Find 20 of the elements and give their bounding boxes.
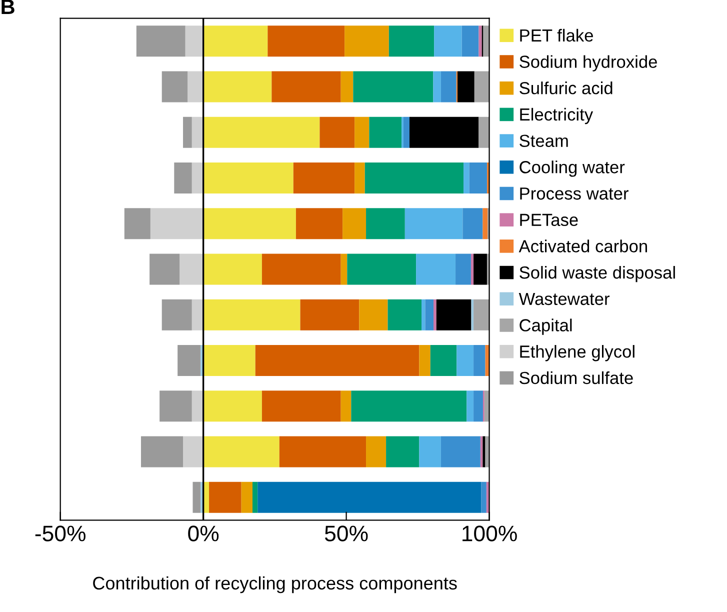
legend-label: Sodium sulfate xyxy=(520,371,633,384)
x-tick-label: 100% xyxy=(462,526,517,542)
chart-title: B xyxy=(2,0,14,14)
x-tick-label: -50% xyxy=(35,526,86,542)
x-axis-title: Contribution of recycling process components xyxy=(93,576,457,594)
legend-label: PETase xyxy=(520,214,578,226)
legend-label: Sulfuric acid xyxy=(520,82,612,94)
legend-label: Sodium hydroxide xyxy=(520,55,657,72)
legend-label: Capital xyxy=(520,318,572,335)
legend-label: Steam xyxy=(520,134,568,148)
legend-label: Solid waste disposal xyxy=(520,266,675,282)
x-tick-label: 0% xyxy=(188,526,219,542)
legend-label: PET flake xyxy=(520,28,593,42)
legend-label: Electricity xyxy=(520,108,594,124)
legend-label: Wastewater xyxy=(518,292,610,306)
legend-label: Cooling water xyxy=(520,160,625,177)
legend-label: Activated carbon xyxy=(518,240,647,252)
x-tick-label: 50% xyxy=(324,526,368,542)
legend-label: Process water xyxy=(520,188,628,200)
legend-label: Ethylene glycol xyxy=(520,345,634,362)
